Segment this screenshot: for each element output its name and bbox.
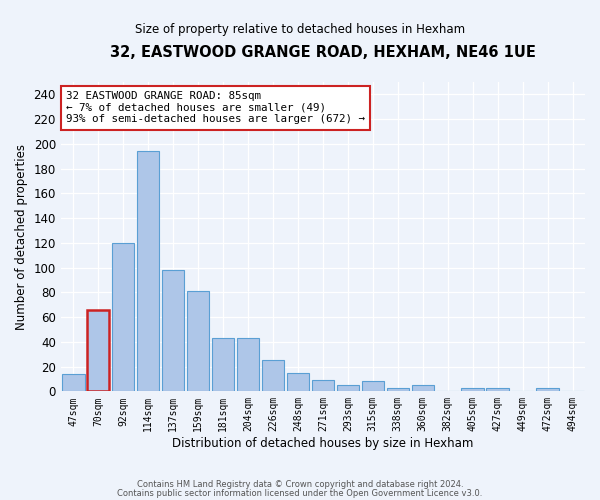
Title: 32, EASTWOOD GRANGE ROAD, HEXHAM, NE46 1UE: 32, EASTWOOD GRANGE ROAD, HEXHAM, NE46 1… (110, 45, 536, 60)
Bar (536, 388, 559, 392)
Bar (287, 373, 309, 392)
Bar (187, 291, 209, 392)
Bar (487, 388, 509, 392)
Bar (137, 152, 160, 392)
Bar (386, 388, 409, 392)
Y-axis label: Number of detached properties: Number of detached properties (15, 144, 28, 330)
Bar (412, 385, 434, 392)
Text: Size of property relative to detached houses in Hexham: Size of property relative to detached ho… (135, 22, 465, 36)
Bar (212, 338, 234, 392)
Bar (162, 270, 184, 392)
X-axis label: Distribution of detached houses by size in Hexham: Distribution of detached houses by size … (172, 437, 473, 450)
Bar (87, 310, 109, 392)
Bar (311, 380, 334, 392)
Bar (362, 382, 384, 392)
Bar (337, 385, 359, 392)
Bar (112, 243, 134, 392)
Bar (62, 374, 85, 392)
Bar (237, 338, 259, 392)
Bar (461, 388, 484, 392)
Text: Contains public sector information licensed under the Open Government Licence v3: Contains public sector information licen… (118, 490, 482, 498)
Bar (262, 360, 284, 392)
Text: 32 EASTWOOD GRANGE ROAD: 85sqm
← 7% of detached houses are smaller (49)
93% of s: 32 EASTWOOD GRANGE ROAD: 85sqm ← 7% of d… (66, 92, 365, 124)
Text: Contains HM Land Registry data © Crown copyright and database right 2024.: Contains HM Land Registry data © Crown c… (137, 480, 463, 489)
